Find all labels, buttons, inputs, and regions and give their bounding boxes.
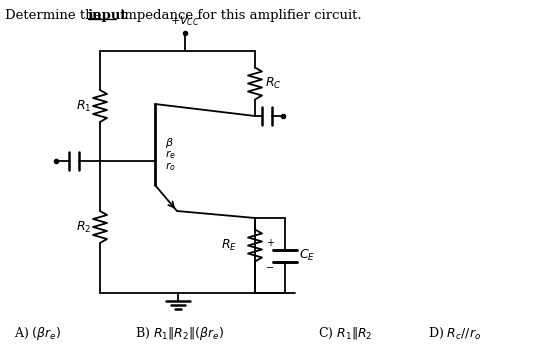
- Text: −: −: [266, 264, 274, 273]
- Text: impedance for this amplifier circuit.: impedance for this amplifier circuit.: [116, 9, 361, 22]
- Text: Determine the: Determine the: [5, 9, 105, 22]
- Text: $r_o$: $r_o$: [165, 161, 176, 173]
- Text: $R_2$: $R_2$: [76, 219, 91, 234]
- Text: D) $R_c//r_o$: D) $R_c//r_o$: [428, 325, 481, 340]
- Text: +: +: [266, 238, 274, 247]
- Text: C) $R_1 \| R_2$: C) $R_1 \| R_2$: [318, 325, 373, 341]
- Text: $C_E$: $C_E$: [299, 248, 315, 263]
- Text: B) $R_1 \| R_2 \| (\beta r_e)$: B) $R_1 \| R_2 \| (\beta r_e)$: [135, 325, 225, 342]
- Text: A) $(\beta r_e)$: A) $(\beta r_e)$: [14, 325, 62, 342]
- Text: input: input: [88, 9, 127, 22]
- Text: $R_1$: $R_1$: [76, 98, 92, 114]
- Text: $+V_{CC}$: $+V_{CC}$: [170, 14, 200, 28]
- Text: $R_E$: $R_E$: [221, 238, 237, 253]
- Text: $\beta$: $\beta$: [165, 136, 174, 150]
- Text: $r_e$: $r_e$: [165, 148, 176, 161]
- Text: $R_C$: $R_C$: [265, 76, 282, 91]
